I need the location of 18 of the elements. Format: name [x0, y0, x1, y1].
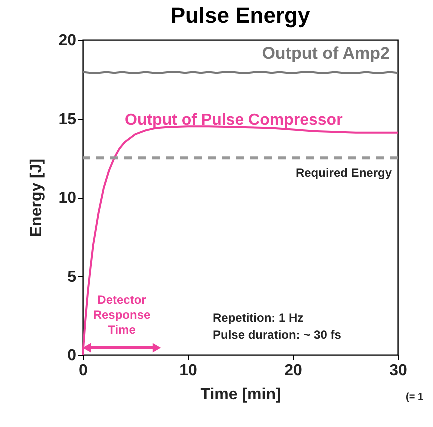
series-label: Output of Amp2: [262, 44, 390, 63]
y-tick-label: 10: [58, 190, 77, 207]
text: (= 1: [406, 392, 424, 403]
x-tick-label: 30: [390, 362, 408, 380]
y-tick-label: 0: [68, 348, 77, 364]
y-tick-label: 15: [58, 111, 77, 128]
x-tick-label: 20: [284, 362, 302, 380]
annotation: Detector Response Time: [93, 293, 151, 337]
chart-title: Pulse Energy: [170, 3, 311, 28]
y-axis-title: Energy [J]: [28, 158, 46, 238]
annotation: Repetition: 1 Hz Pulse duration: ~ 30 fs: [213, 311, 342, 342]
ref-line-label: Required Energy: [296, 166, 392, 180]
x-axis-title: Time [min]: [200, 386, 282, 404]
y-tick-label: 20: [58, 32, 77, 50]
y-tick-label: 5: [68, 268, 77, 286]
series-label: Output of Pulse Compressor: [125, 112, 343, 129]
x-tick-label: 0: [79, 362, 88, 380]
x-tick-label: 10: [180, 362, 198, 380]
